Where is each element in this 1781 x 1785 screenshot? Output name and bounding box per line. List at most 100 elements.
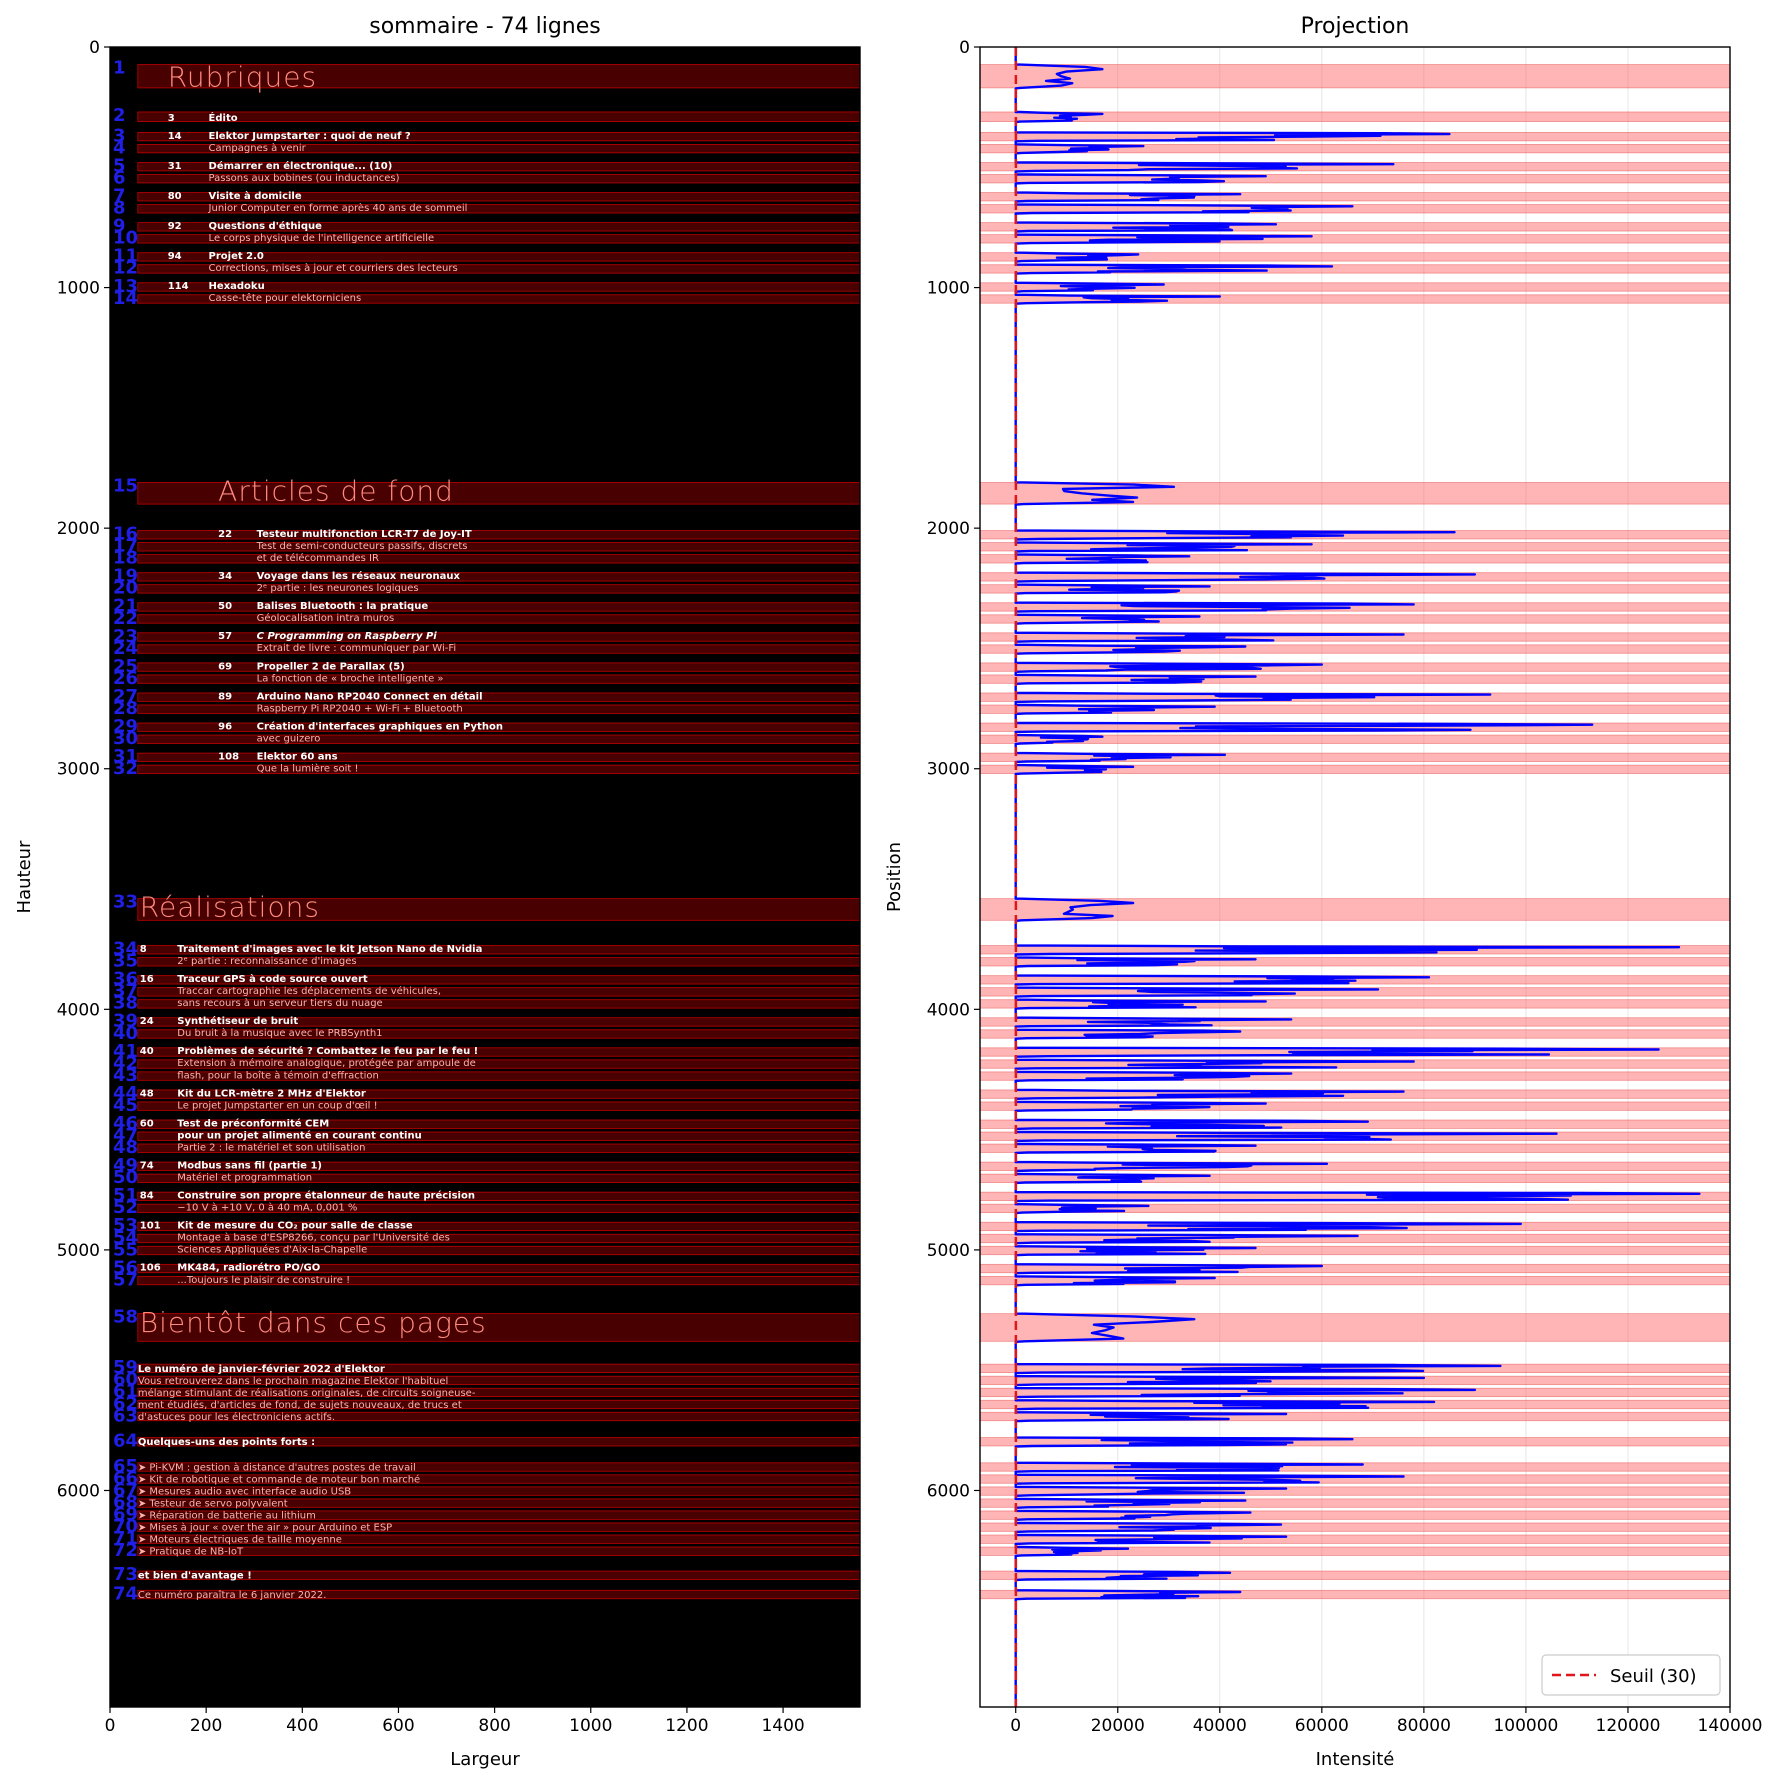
toc-text: 80 xyxy=(168,191,182,202)
toc-text: 74 xyxy=(140,1160,154,1171)
line-number-label: 59 xyxy=(113,1357,138,1378)
legend-box xyxy=(1541,1654,1721,1696)
toc-text: pour un projet alimenté en courant conti… xyxy=(177,1129,421,1141)
line-number-label: 43 xyxy=(113,1065,138,1086)
line-number-label: 73 xyxy=(113,1564,138,1585)
y-tick-label: 5000 xyxy=(57,1241,100,1261)
y-tick-label: 2000 xyxy=(927,519,970,539)
toc-text: 89 xyxy=(218,691,232,702)
toc-text: La fonction de « broche intelligente » xyxy=(257,673,444,684)
line-number-label: 68 xyxy=(113,1492,138,1513)
x-tick-label: 20000 xyxy=(1091,1716,1145,1736)
line-number-label: 15 xyxy=(113,475,138,496)
toc-text: Corrections, mises à jour et courriers d… xyxy=(209,262,458,274)
line-number-label: 69 xyxy=(113,1504,138,1525)
line-box xyxy=(137,662,861,672)
toc-text: Traitement d'images avec le kit Jetson N… xyxy=(177,944,482,955)
toc-text: Montage à base d'ESP8266, conçu par l'Un… xyxy=(177,1232,450,1244)
line-number-label: 56 xyxy=(113,1257,138,1278)
line-number-label: 66 xyxy=(113,1468,138,1489)
line-box xyxy=(137,674,861,684)
line-number-label: 64 xyxy=(113,1431,138,1452)
toc-text: Extrait de livre : communiquer par Wi-Fi xyxy=(257,643,457,654)
toc-text: Traccar cartographie les déplacements de… xyxy=(176,985,441,997)
left-xlabel: Largeur xyxy=(450,1749,520,1770)
section-heading: Articles de fond xyxy=(218,474,454,507)
line-box xyxy=(137,572,861,582)
line-box xyxy=(137,632,861,642)
toc-text: 108 xyxy=(218,752,239,763)
line-number-label: 65 xyxy=(113,1456,138,1477)
toc-text: Le projet Jumpstarter en un coup d'œil ! xyxy=(177,1100,377,1111)
line-number-label: 35 xyxy=(113,951,138,972)
line-number-label: 40 xyxy=(113,1023,138,1044)
toc-text: Traceur GPS à code source ouvert xyxy=(177,973,368,985)
line-number-label: 4 xyxy=(113,137,126,158)
y-tick-label: 6000 xyxy=(57,1481,100,1501)
toc-text: Elektor Jumpstarter : quoi de neuf ? xyxy=(209,131,411,142)
toc-text: 31 xyxy=(168,161,182,172)
line-number-label: 44 xyxy=(113,1083,138,1104)
y-tick-label: 3000 xyxy=(927,760,970,780)
line-box xyxy=(137,111,861,122)
toc-text: 48 xyxy=(140,1088,154,1099)
line-number-label: 37 xyxy=(113,981,138,1002)
line-number-label: 8 xyxy=(113,198,126,219)
line-number-label: 17 xyxy=(113,536,138,557)
toc-text: 2ᵉ partie : les neurones logiques xyxy=(257,583,419,594)
toc-text: avec guizero xyxy=(257,733,321,744)
toc-text: ...Toujours le plaisir de construire ! xyxy=(177,1275,350,1286)
toc-text: Test de semi-conducteurs passifs, discre… xyxy=(256,541,468,552)
toc-text: d'astuces pour les électroniciens actifs… xyxy=(138,1411,335,1423)
line-number-label: 62 xyxy=(113,1393,138,1414)
projection-profile xyxy=(1014,47,1701,1707)
line-number-label: 24 xyxy=(113,638,138,659)
line-number-label: 60 xyxy=(113,1369,138,1390)
toc-text: 60 xyxy=(140,1118,154,1129)
toc-text: Elektor 60 ans xyxy=(257,752,338,763)
toc-text: Raspberry Pi RP2040 + Wi-Fi + Bluetooth xyxy=(257,703,463,714)
y-tick-label: 6000 xyxy=(927,1481,970,1501)
line-number-label: 46 xyxy=(113,1113,138,1134)
toc-text: 96 xyxy=(218,721,232,732)
profile-line xyxy=(1014,47,1701,1707)
toc-text: 8 xyxy=(140,944,147,955)
line-number-label: 51 xyxy=(113,1185,138,1206)
toc-text: 106 xyxy=(140,1263,161,1274)
line-number-label: 16 xyxy=(113,524,138,545)
line-number-label: 12 xyxy=(113,258,138,279)
toc-text: 50 xyxy=(218,601,232,612)
toc-text: Édito xyxy=(209,111,238,124)
line-number-label: 7 xyxy=(113,186,126,207)
toc-text: 84 xyxy=(140,1191,154,1202)
legend: Seuil (30) xyxy=(1541,1654,1721,1696)
toc-text: 94 xyxy=(168,251,182,262)
toc-text: Passons aux bobines (ou inductances) xyxy=(209,173,400,184)
toc-text: Test de préconformité CEM xyxy=(177,1117,329,1129)
toc-text: et de télécommandes IR xyxy=(257,552,379,564)
x-tick-label: 120000 xyxy=(1596,1716,1661,1736)
x-tick-label: 600 xyxy=(382,1716,414,1736)
toc-text: 92 xyxy=(168,221,182,232)
toc-text: Quelques-uns des points forts : xyxy=(138,1437,315,1448)
line-number-label: 5 xyxy=(113,155,126,176)
line-box xyxy=(137,602,861,612)
line-box xyxy=(137,644,861,654)
toc-text: −10 V à +10 V, 0 à 40 mA, 0,001 % xyxy=(177,1202,357,1214)
line-number-label: 71 xyxy=(113,1528,138,1549)
line-number-label: 52 xyxy=(113,1197,138,1218)
toc-text: sans recours à un serveur tiers du nuage xyxy=(177,997,382,1009)
line-number-label: 31 xyxy=(113,746,138,767)
line-number-label: 49 xyxy=(113,1155,138,1176)
toc-text: Partie 2 : le matériel et son utilisatio… xyxy=(177,1141,365,1153)
toc-text: Projet 2.0 xyxy=(209,251,264,262)
line-number-label: 3 xyxy=(113,125,126,146)
toc-text: Problèmes de sécurité ? Combattez le feu… xyxy=(177,1045,478,1057)
line-box xyxy=(137,554,861,564)
toc-text: 22 xyxy=(218,529,232,540)
line-box xyxy=(137,614,861,624)
toc-text: Que la lumière soit ! xyxy=(257,763,359,775)
toc-text: Campagnes à venir xyxy=(209,142,307,154)
right-title: Projection xyxy=(1301,14,1410,39)
line-number-label: 2 xyxy=(113,105,126,126)
